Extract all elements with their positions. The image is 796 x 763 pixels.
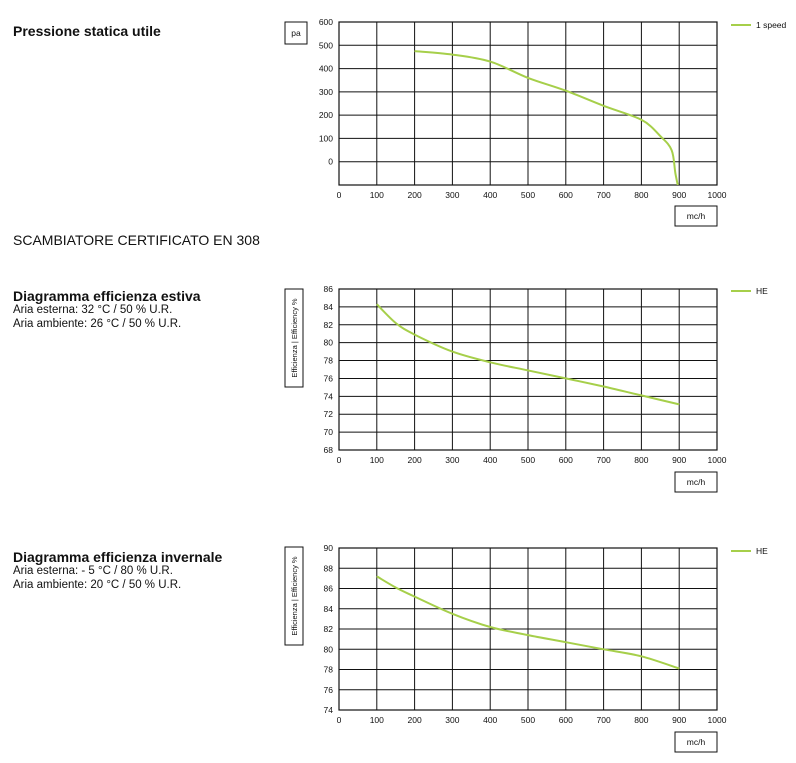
x-tick-label: 200 — [408, 715, 422, 725]
y-tick-label: 76 — [324, 373, 334, 383]
x-tick-label: 200 — [408, 455, 422, 465]
x-tick-label: 800 — [634, 715, 648, 725]
series-line-1 — [376, 303, 680, 406]
y-tick-label: 82 — [324, 320, 334, 330]
plot-frame — [338, 547, 718, 711]
y-tick-label: 82 — [324, 624, 334, 634]
y-tick-label: 90 — [324, 543, 334, 553]
y-axis-label-box — [284, 288, 304, 388]
x-tick-label: 1000 — [708, 190, 727, 200]
x-axis-label: mc/h — [687, 737, 706, 747]
chart-3: 0 100 200 300 400 500 600 700 800 900 1000 74 76 78 80… — [284, 543, 768, 753]
y-tick-label: 74 — [324, 705, 334, 715]
x-tick-label: 900 — [672, 715, 686, 725]
series-line-1 — [376, 575, 680, 670]
section-heading: SCAMBIATORE CERTIFICATO EN 308 — [13, 232, 260, 248]
x-tick-label: 300 — [445, 455, 459, 465]
x-tick-label: 300 — [445, 715, 459, 725]
chart-1: 0 100 200 300 400 500 600 700 800 900 1000 0 100 200 3… — [284, 17, 787, 227]
y-tick-label: 84 — [324, 302, 334, 312]
chart-1-title: Pressione statica utile — [13, 23, 161, 39]
y-axis-label-box — [284, 21, 308, 45]
x-axis-label: mc/h — [687, 211, 706, 221]
x-tick-label: 0 — [337, 190, 342, 200]
y-tick-label: 200 — [319, 110, 333, 120]
series-line-1 — [414, 50, 679, 185]
y-tick-label: 86 — [324, 284, 334, 294]
x-tick-label: 900 — [672, 455, 686, 465]
y-tick-label: 0 — [328, 157, 333, 167]
x-tick-label: 200 — [408, 190, 422, 200]
legend-label: 1 speed — [756, 20, 787, 30]
y-axis-label: Efficienza | Efficiency % — [290, 298, 299, 378]
x-tick-label: 700 — [597, 190, 611, 200]
plot-frame — [338, 288, 718, 451]
y-tick-label: 300 — [319, 87, 333, 97]
legend-label: HE — [756, 286, 768, 296]
x-tick-label: 100 — [370, 190, 384, 200]
x-tick-label: 400 — [483, 715, 497, 725]
chart-3-title: Diagramma efficienza invernale — [13, 549, 223, 565]
y-tick-label: 74 — [324, 391, 334, 401]
x-tick-label: 0 — [337, 715, 342, 725]
chart-3-subtitle-2: Aria ambiente: 20 °C / 50 % U.R. — [13, 579, 182, 591]
x-axis-label: mc/h — [687, 477, 706, 487]
y-tick-label: 500 — [319, 40, 333, 50]
y-tick-label: 80 — [324, 644, 334, 654]
y-tick-label: 86 — [324, 584, 334, 594]
x-tick-label: 500 — [521, 455, 535, 465]
y-tick-label: 78 — [324, 356, 334, 366]
x-axis-label-box — [674, 205, 718, 227]
y-tick-label: 600 — [319, 17, 333, 27]
legend-label: HE — [756, 546, 768, 556]
y-tick-label: 78 — [324, 665, 334, 675]
x-tick-label: 400 — [483, 455, 497, 465]
y-axis-label: pa — [291, 28, 301, 38]
x-tick-label: 500 — [521, 715, 535, 725]
x-axis-label-box — [674, 471, 718, 493]
x-tick-label: 800 — [634, 455, 648, 465]
x-tick-label: 600 — [559, 190, 573, 200]
x-tick-label: 900 — [672, 190, 686, 200]
y-tick-label: 88 — [324, 563, 334, 573]
x-tick-label: 300 — [445, 190, 459, 200]
x-tick-label: 700 — [597, 715, 611, 725]
y-tick-label: 400 — [319, 64, 333, 74]
y-axis-label-box — [284, 546, 304, 646]
x-tick-label: 100 — [370, 455, 384, 465]
y-tick-label: 80 — [324, 338, 334, 348]
chart-2: 0 100 200 300 400 500 600 700 800 900 1000 68 70 72 74… — [284, 284, 768, 493]
plot-frame — [338, 21, 718, 186]
x-tick-label: 1000 — [708, 715, 727, 725]
y-tick-label: 68 — [324, 445, 334, 455]
x-tick-label: 0 — [337, 455, 342, 465]
x-tick-label: 700 — [597, 455, 611, 465]
y-axis-label: Efficienza | Efficiency % — [290, 556, 299, 636]
y-tick-label: 100 — [319, 133, 333, 143]
x-tick-label: 600 — [559, 715, 573, 725]
y-tick-label: 76 — [324, 685, 334, 695]
y-tick-label: 70 — [324, 427, 334, 437]
chart-3-subtitle-1: Aria esterna: - 5 °C / 80 % U.R. — [13, 565, 173, 577]
chart-2-title: Diagramma efficienza estiva — [13, 288, 201, 304]
x-tick-label: 600 — [559, 455, 573, 465]
x-tick-label: 400 — [483, 190, 497, 200]
x-tick-label: 100 — [370, 715, 384, 725]
x-tick-label: 1000 — [708, 455, 727, 465]
x-tick-label: 500 — [521, 190, 535, 200]
y-tick-label: 84 — [324, 604, 334, 614]
x-axis-label-box — [674, 731, 718, 753]
chart-2-subtitle-2: Aria ambiente: 26 °C / 50 % U.R. — [13, 318, 182, 330]
chart-2-subtitle-1: Aria esterna: 32 °C / 50 % U.R. — [13, 304, 173, 316]
x-tick-label: 800 — [634, 190, 648, 200]
y-tick-label: 72 — [324, 409, 334, 419]
